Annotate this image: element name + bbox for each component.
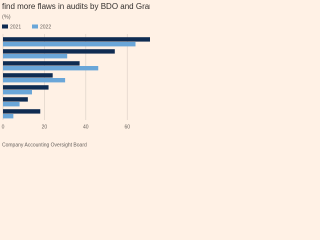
chart-title: find more flaws in audits by BDO and Gra…	[2, 2, 150, 11]
legend-swatch	[2, 24, 8, 29]
bar	[3, 114, 14, 119]
bar	[3, 49, 115, 54]
bar	[3, 78, 66, 83]
bar	[3, 42, 136, 47]
bar	[3, 85, 49, 90]
x-tick-label: 40	[83, 124, 89, 130]
chart: find more flaws in audits by BDO and Gra…	[2, 2, 150, 148]
bar	[3, 66, 99, 71]
bar	[3, 90, 32, 95]
bar	[3, 102, 20, 107]
legend-label: 2022	[40, 24, 51, 30]
x-tick-label: 20	[42, 124, 48, 130]
bar	[3, 109, 41, 114]
bar	[3, 37, 150, 42]
source: Company Accounting Oversight Board	[2, 142, 87, 148]
page: {"chart_data": { "type": "hbar", "title"…	[0, 0, 150, 150]
bar	[3, 61, 80, 66]
x-tick-label: 60	[124, 124, 130, 130]
chart-subtitle: (%)	[2, 14, 11, 20]
bar	[3, 54, 68, 59]
bar	[3, 73, 53, 78]
legend-label: 2021	[10, 24, 21, 30]
legend-swatch	[32, 24, 38, 29]
bar	[3, 97, 28, 102]
x-tick-label: 0	[2, 124, 5, 130]
